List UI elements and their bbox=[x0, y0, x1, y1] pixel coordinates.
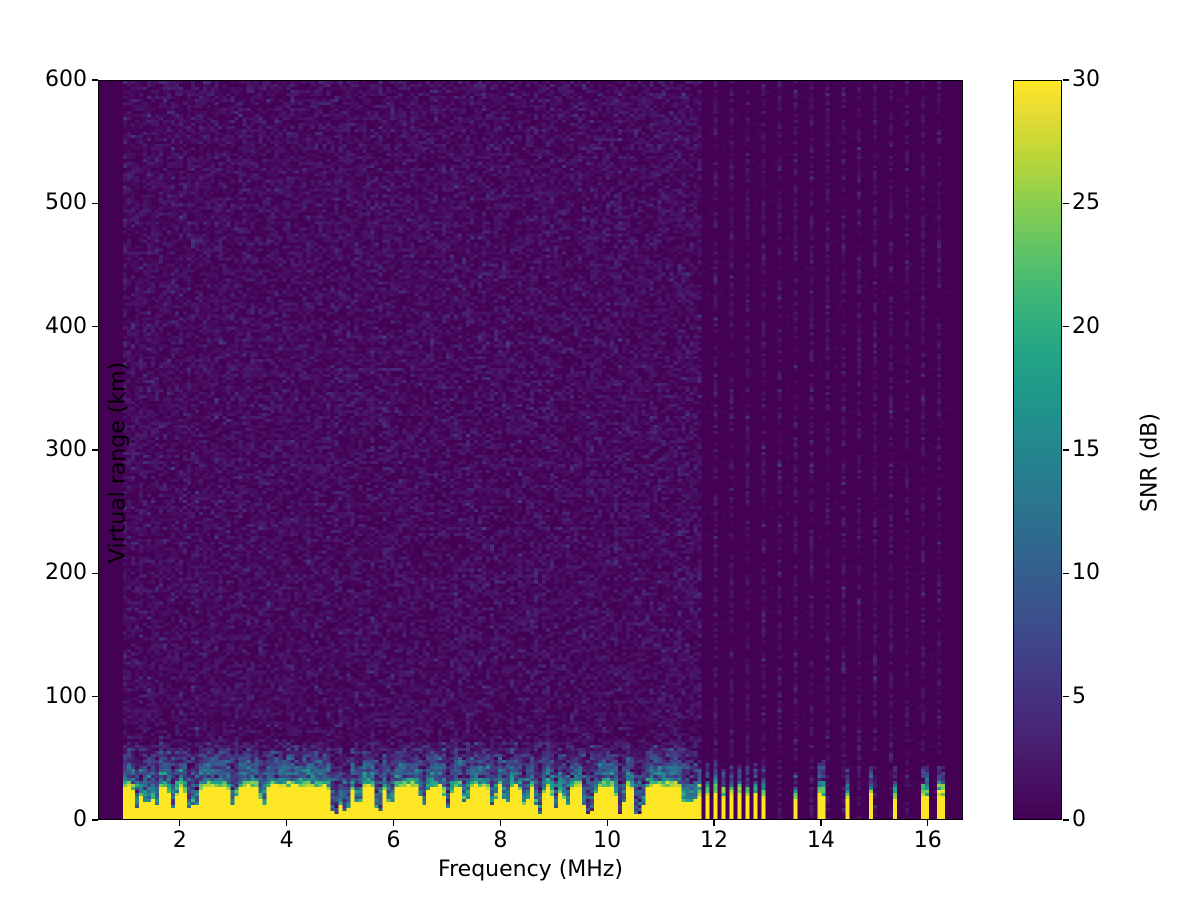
y-axis-label: Virtual range (km) bbox=[105, 361, 131, 564]
colorbar-tick-label: 10 bbox=[1072, 560, 1100, 586]
colorbar-tick-mark bbox=[1063, 326, 1069, 328]
x-tick-label: 16 bbox=[913, 828, 942, 853]
y-tick-label: 100 bbox=[45, 683, 87, 709]
x-tick-mark bbox=[606, 820, 608, 826]
colorbar-tick-label: 0 bbox=[1072, 807, 1086, 832]
colorbar-tick-label: 30 bbox=[1072, 67, 1100, 92]
y-tick-mark bbox=[92, 202, 98, 204]
ionogram-plot-area[interactable] bbox=[98, 80, 963, 820]
y-tick-mark bbox=[92, 572, 98, 574]
x-tick-mark bbox=[499, 820, 501, 826]
y-tick-mark bbox=[92, 449, 98, 451]
x-tick-label: 6 bbox=[386, 828, 401, 853]
y-tick-mark bbox=[92, 79, 98, 81]
colorbar-tick-mark bbox=[1063, 572, 1069, 574]
colorbar-tick-mark bbox=[1063, 696, 1069, 698]
colorbar-tick-mark bbox=[1063, 202, 1069, 204]
x-tick-label: 4 bbox=[279, 828, 294, 853]
y-tick-label: 500 bbox=[45, 190, 87, 216]
colorbar-tick-mark bbox=[1063, 449, 1069, 451]
colorbar-gradient bbox=[1014, 81, 1061, 819]
x-tick-mark bbox=[285, 820, 288, 826]
colorbar-tick-mark bbox=[1063, 79, 1069, 81]
y-tick-label: 600 bbox=[45, 67, 87, 92]
y-tick-mark bbox=[92, 819, 98, 821]
y-tick-label: 0 bbox=[73, 807, 87, 832]
x-tick-label: 12 bbox=[700, 828, 729, 853]
x-tick-label: 10 bbox=[593, 828, 622, 853]
ionogram-heatmap-canvas bbox=[99, 81, 962, 819]
x-axis-label: Frequency (MHz) bbox=[438, 857, 623, 882]
x-tick-label: 14 bbox=[806, 828, 835, 853]
colorbar-tick-label: 5 bbox=[1072, 683, 1086, 709]
x-tick-label: 2 bbox=[172, 828, 187, 853]
colorbar-tick-label: 20 bbox=[1072, 313, 1100, 339]
colorbar-tick-label: 15 bbox=[1072, 437, 1100, 462]
y-tick-label: 200 bbox=[45, 560, 87, 586]
y-tick-mark bbox=[92, 696, 98, 698]
x-tick-label: 8 bbox=[493, 828, 508, 853]
x-tick-mark bbox=[713, 820, 715, 826]
y-tick-mark bbox=[92, 326, 98, 328]
colorbar-tick-label: 25 bbox=[1072, 190, 1100, 216]
x-tick-mark bbox=[392, 820, 395, 826]
colorbar-tick-mark bbox=[1063, 819, 1069, 821]
colorbar[interactable] bbox=[1013, 80, 1062, 820]
y-tick-label: 400 bbox=[45, 313, 87, 339]
y-tick-label: 300 bbox=[45, 437, 87, 462]
colorbar-label: SNR (dB) bbox=[1137, 413, 1163, 512]
x-tick-mark bbox=[179, 820, 181, 826]
x-tick-mark bbox=[820, 820, 822, 826]
x-tick-mark bbox=[927, 820, 929, 826]
